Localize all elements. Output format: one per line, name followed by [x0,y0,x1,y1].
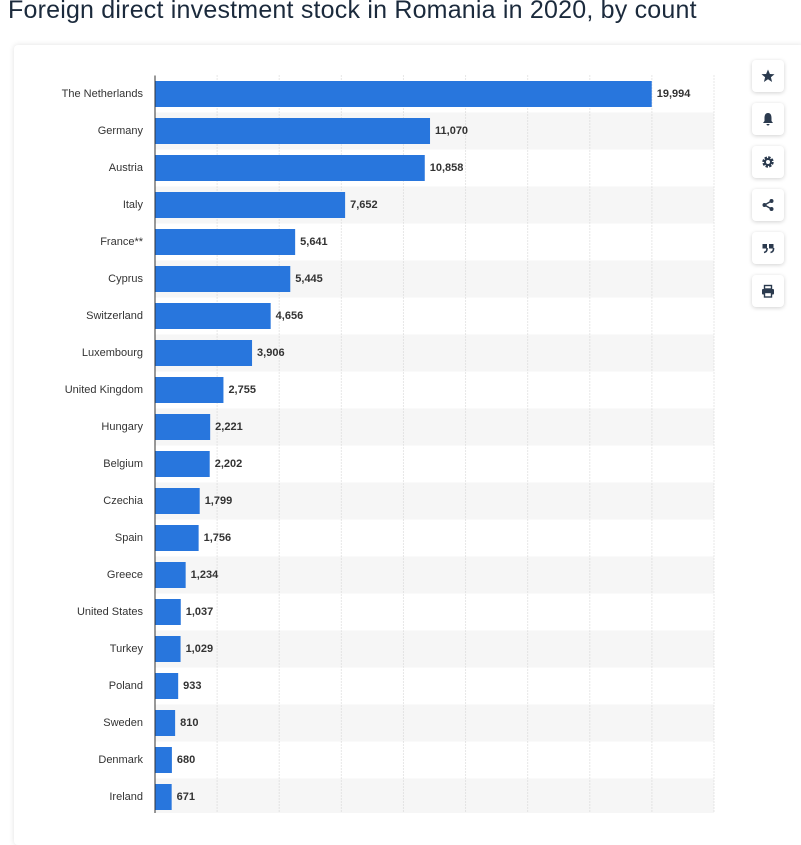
value-label: 2,221 [215,421,243,433]
y-tick-label: Belgium [103,458,143,470]
cite-button[interactable] [752,232,784,264]
chart-title: Foreign direct investment stock in Roman… [8,0,697,24]
value-label: 933 [183,680,201,692]
value-label: 19,994 [657,88,692,100]
y-tick-label: Poland [109,680,143,692]
y-tick-label: Austria [109,162,144,174]
row-stripe [155,482,714,520]
y-tick-label: Switzerland [86,310,143,322]
y-tick-label: Cyprus [108,273,143,285]
bar [155,747,172,773]
value-label: 810 [180,717,198,729]
y-tick-label: United Kingdom [65,384,143,396]
value-label: 11,070 [435,125,468,137]
value-label: 10,858 [430,162,464,174]
bar [155,599,181,625]
bar [155,525,199,551]
bar [155,710,176,736]
y-tick-label: France** [100,236,144,248]
bar [155,192,346,218]
value-label: 1,799 [205,495,233,507]
share-button[interactable] [752,189,784,221]
value-label: 2,755 [228,384,256,396]
bar [155,636,181,662]
bar [155,562,186,588]
value-label: 3,906 [257,347,285,359]
y-tick-label: Hungary [101,421,143,433]
row-stripe [155,704,714,742]
value-label: 7,652 [350,199,378,211]
bar [155,155,425,181]
row-stripe [155,630,714,668]
value-label: 5,445 [295,273,323,285]
y-tick-label: Ireland [109,791,143,803]
row-stripe [155,556,714,594]
bar [155,266,291,292]
y-tick-label: Germany [98,125,144,137]
y-tick-label: Czechia [103,495,144,507]
settings-button[interactable] [752,146,784,178]
bar [155,303,271,329]
y-tick-label: The Netherlands [62,88,144,100]
bar [155,340,253,366]
notification-button[interactable] [752,103,784,135]
value-label: 1,234 [191,569,219,581]
bar [155,377,224,403]
value-label: 671 [177,791,195,803]
page: {"chart_data": {"type": "bar", "orientat… [8,0,784,813]
value-label: 5,641 [300,236,328,248]
y-tick-label: Luxembourg [82,347,143,359]
y-tick-label: Turkey [110,643,144,655]
favorite-button[interactable] [752,60,784,92]
y-tick-label: Sweden [103,717,143,729]
y-tick-label: Italy [123,199,144,211]
y-tick-label: Spain [115,532,143,544]
value-label: 1,756 [204,532,232,544]
value-label: 1,037 [186,606,214,618]
bar [155,118,431,144]
bar [155,488,200,514]
bar [155,229,296,255]
value-label: 1,029 [186,643,214,655]
print-button[interactable] [752,275,784,307]
value-label: 4,656 [276,310,304,322]
y-tick-label: United States [77,606,144,618]
bar [155,451,210,477]
bar [155,414,211,440]
y-tick-label: Denmark [98,754,143,766]
value-label: 2,202 [215,458,243,470]
value-label: 680 [177,754,195,766]
chart: The Netherlands 19,994 Germany 11,070 Austri… [62,75,715,813]
row-stripe [155,778,714,813]
bar [155,673,179,699]
bar [155,81,652,107]
y-tick-label: Greece [107,569,143,581]
bar [155,784,172,810]
row-stripe [155,408,714,446]
